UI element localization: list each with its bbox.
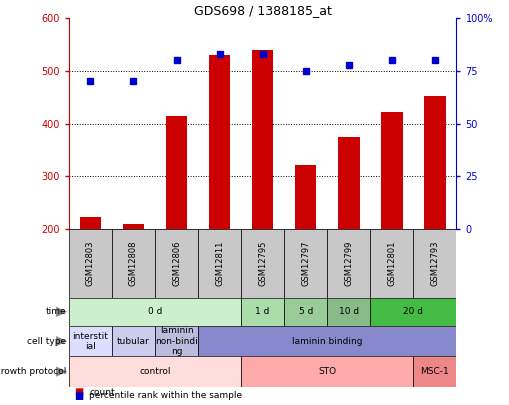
Text: percentile rank within the sample: percentile rank within the sample — [89, 391, 242, 400]
Bar — [111, 326, 155, 356]
Text: 10 d: 10 d — [338, 307, 358, 316]
Text: GSM12795: GSM12795 — [258, 241, 267, 286]
Bar — [413, 229, 456, 298]
Polygon shape — [56, 336, 67, 346]
Text: GSM12806: GSM12806 — [172, 241, 181, 286]
Text: time: time — [46, 307, 66, 316]
Bar — [251, 50, 273, 229]
Bar — [241, 298, 284, 326]
Text: 20 d: 20 d — [403, 307, 422, 316]
Text: growth protocol: growth protocol — [0, 367, 66, 376]
Bar — [327, 298, 370, 326]
Bar — [69, 298, 241, 326]
Text: GSM12808: GSM12808 — [129, 241, 137, 286]
Bar — [111, 229, 155, 298]
Bar — [155, 229, 197, 298]
Bar — [294, 164, 316, 229]
Bar — [327, 229, 370, 298]
Text: laminin binding: laminin binding — [292, 337, 362, 346]
Bar — [380, 112, 402, 229]
Text: GSM12799: GSM12799 — [344, 241, 353, 286]
Text: GSM12803: GSM12803 — [86, 241, 95, 286]
Bar — [337, 137, 359, 229]
Bar — [284, 229, 327, 298]
Bar — [370, 298, 456, 326]
Text: GSM12801: GSM12801 — [387, 241, 395, 286]
Text: ■: ■ — [74, 387, 83, 397]
Polygon shape — [56, 367, 67, 377]
Bar — [241, 356, 413, 387]
Text: 5 d: 5 d — [298, 307, 313, 316]
Bar — [370, 229, 413, 298]
Text: 0 d: 0 d — [148, 307, 162, 316]
Bar — [79, 217, 101, 229]
Text: GSM12811: GSM12811 — [215, 241, 223, 286]
Bar — [413, 356, 456, 387]
Text: count: count — [89, 388, 115, 396]
Bar — [197, 229, 241, 298]
Bar — [423, 96, 445, 229]
Bar — [155, 326, 197, 356]
Bar — [69, 356, 241, 387]
Bar — [165, 115, 187, 229]
Bar — [69, 326, 111, 356]
Text: ■: ■ — [74, 391, 83, 401]
Text: interstit
ial: interstit ial — [72, 332, 108, 351]
Text: cell type: cell type — [27, 337, 66, 346]
Text: GSM12793: GSM12793 — [430, 241, 439, 286]
Title: GDS698 / 1388185_at: GDS698 / 1388185_at — [193, 4, 331, 17]
Bar — [284, 298, 327, 326]
Bar — [123, 224, 144, 229]
Bar — [208, 55, 230, 229]
Text: STO: STO — [318, 367, 335, 376]
Bar — [197, 326, 456, 356]
Text: GSM12797: GSM12797 — [301, 241, 309, 286]
Text: 1 d: 1 d — [255, 307, 269, 316]
Text: laminin
non-bindi
ng: laminin non-bindi ng — [155, 326, 197, 356]
Bar — [69, 229, 111, 298]
Text: control: control — [139, 367, 171, 376]
Polygon shape — [56, 307, 67, 317]
Bar — [241, 229, 284, 298]
Text: MSC-1: MSC-1 — [420, 367, 448, 376]
Text: tubular: tubular — [117, 337, 150, 346]
